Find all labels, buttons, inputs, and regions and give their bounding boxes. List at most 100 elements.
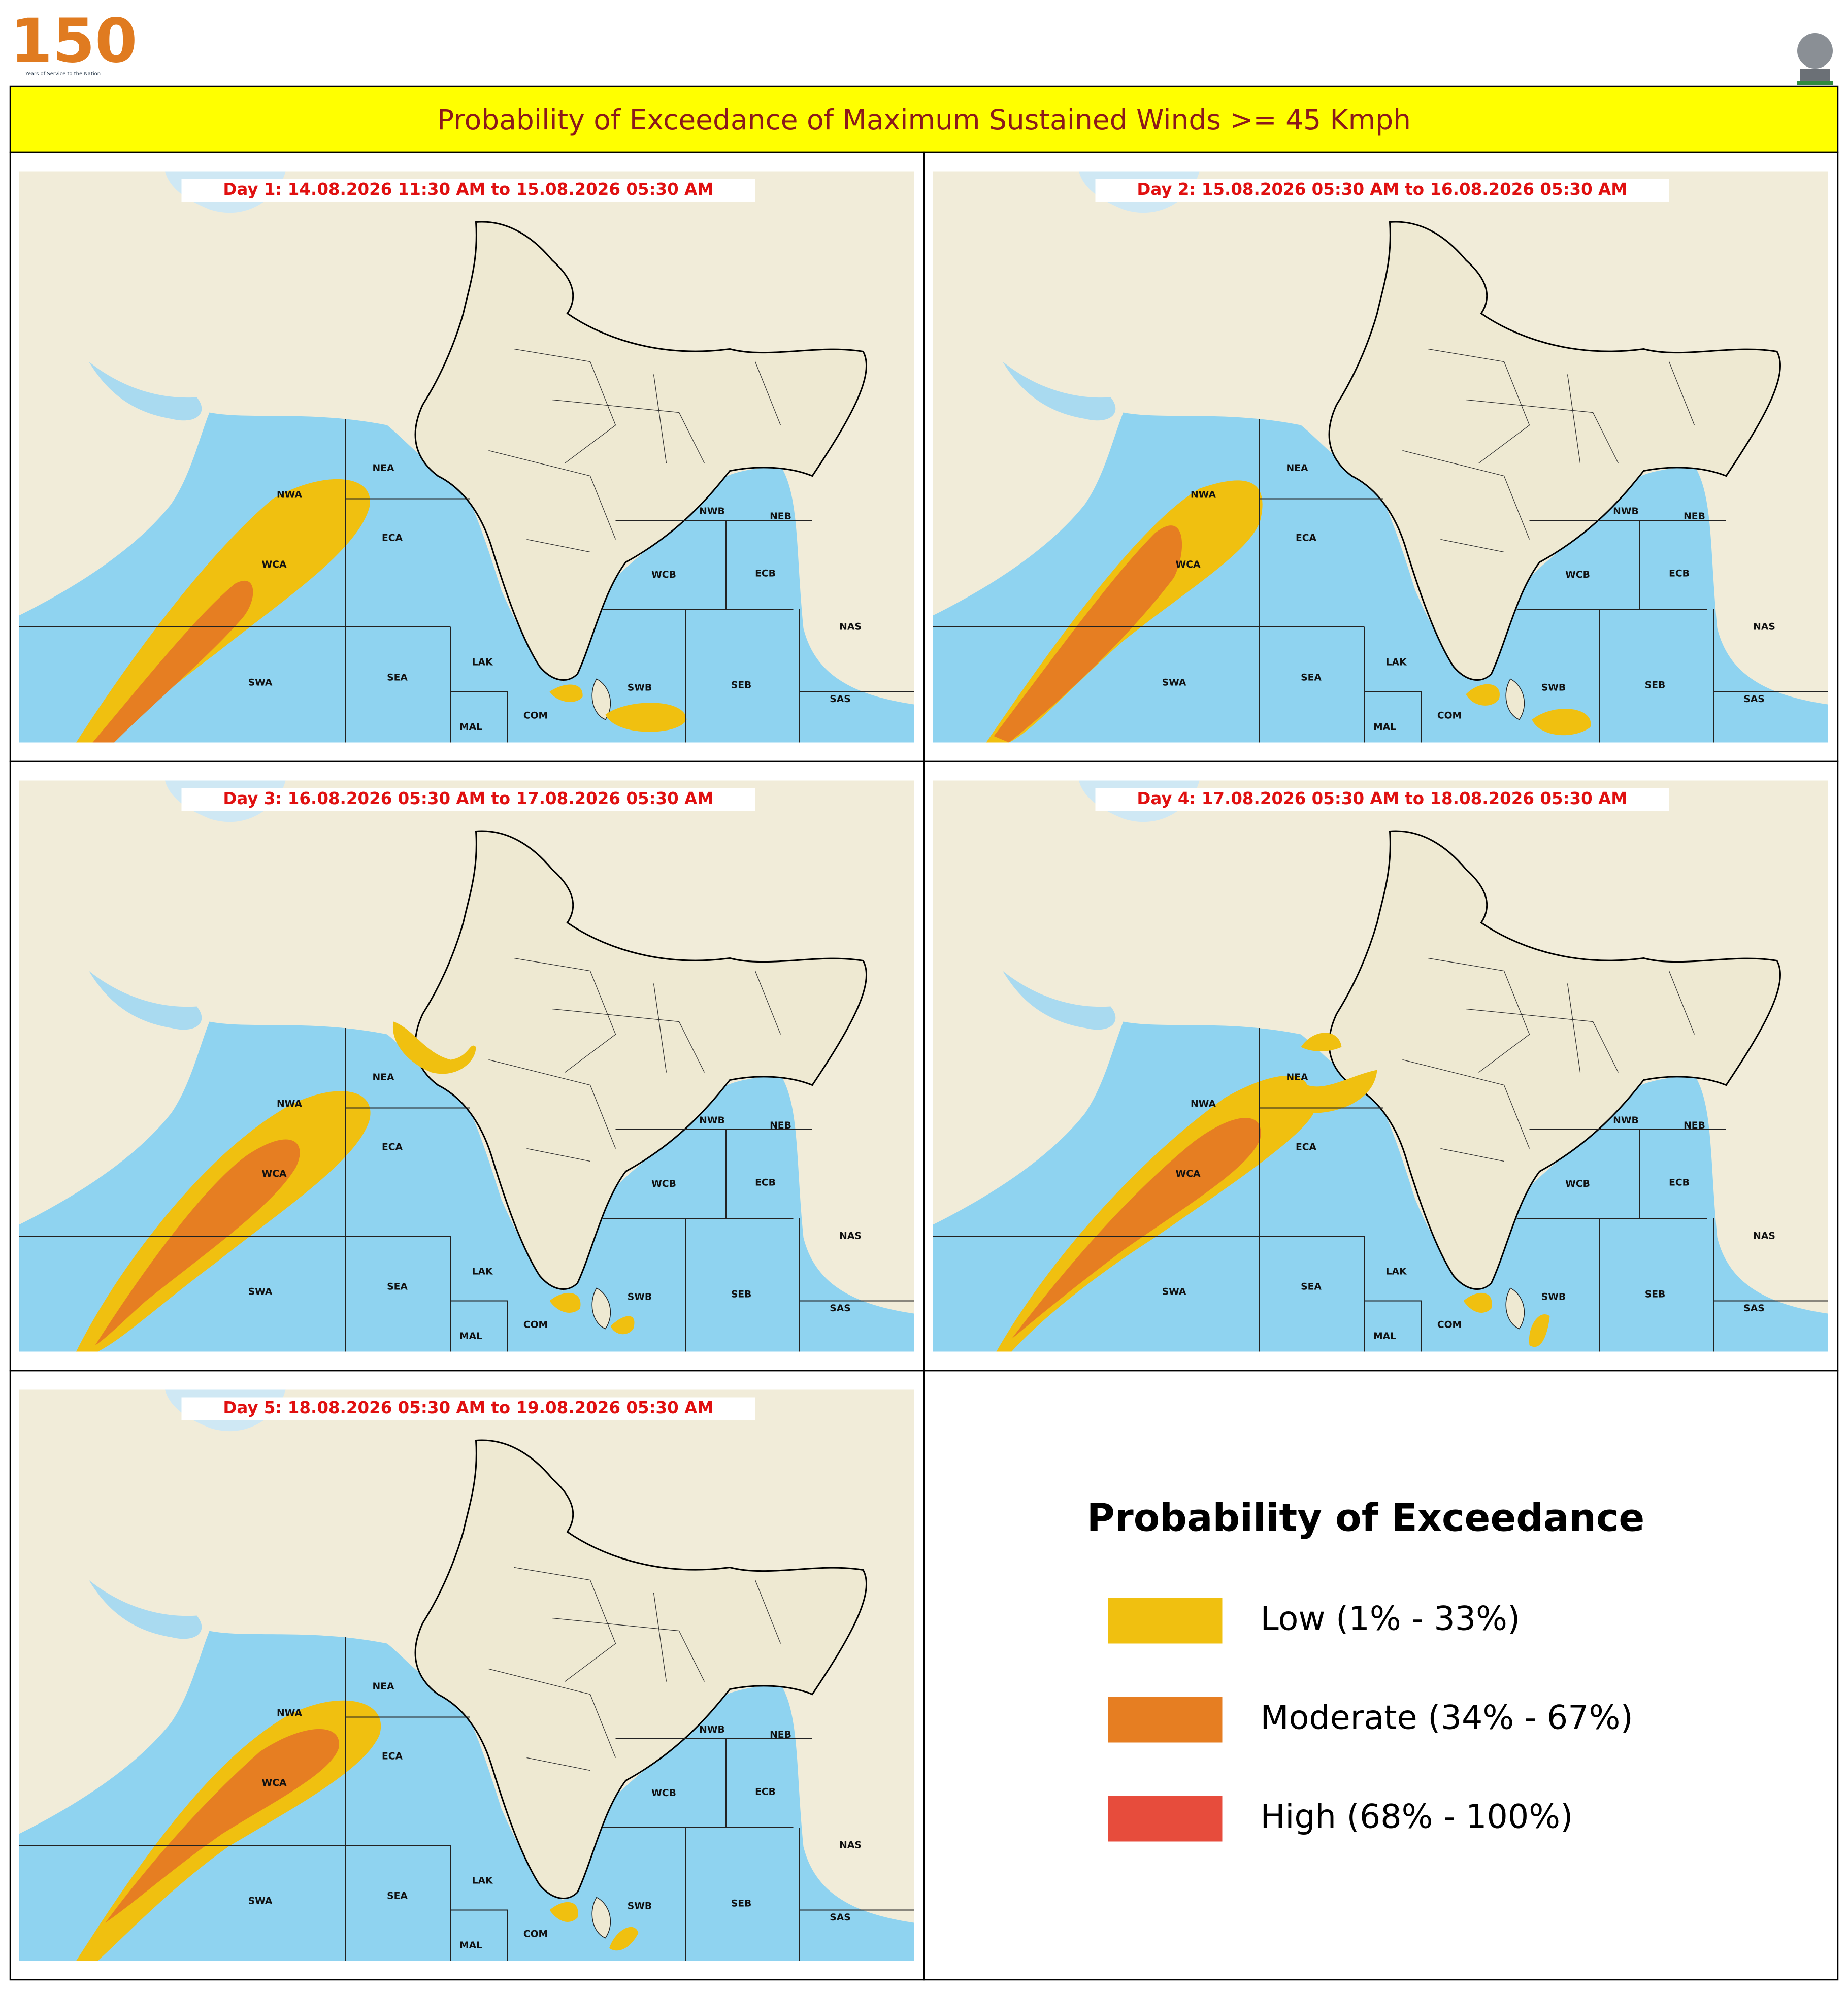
region-label: NEA bbox=[1286, 1072, 1308, 1083]
sri-lanka bbox=[1505, 678, 1525, 720]
map-layers: NWA NEA ECA WCA SWA SEA LAK MAL COM SWB SEB NWB NEB E… bbox=[19, 1389, 914, 1961]
region-label: WCB bbox=[651, 1788, 676, 1799]
map: NWA NEA ECA WCA SWA SEA LAK MAL COM SWB SEB NWB NEB E… bbox=[19, 1389, 914, 1961]
region-label: MAL bbox=[1373, 722, 1396, 733]
region-label: WCA bbox=[1176, 559, 1201, 570]
region-label: LAK bbox=[472, 1876, 493, 1886]
state-lines bbox=[1402, 957, 1695, 1162]
region-label: NEB bbox=[770, 1120, 791, 1131]
region-label: SEA bbox=[1301, 673, 1322, 683]
legend: Probability of Exceedance Low (1% - 33%) M… bbox=[1087, 1496, 1645, 1842]
region-label: ECB bbox=[755, 1787, 776, 1798]
region-label: WCA bbox=[262, 559, 287, 570]
panel-label: Day 5: 18.08.2026 05:30 AM to 19.08.2026… bbox=[223, 1398, 713, 1417]
sea bbox=[19, 1021, 914, 1352]
region-label: NEA bbox=[372, 1072, 394, 1083]
region-label: NWB bbox=[699, 1115, 725, 1126]
region-label: ECA bbox=[382, 1751, 403, 1762]
region-label: MAL bbox=[459, 1331, 482, 1342]
region-label: SWA bbox=[248, 1896, 273, 1907]
region-label: NWB bbox=[1613, 1115, 1639, 1126]
map-layers: NWA NEA ECA WCA SWA SEA LAK MAL COM SWB SEB NWB NEB E… bbox=[933, 780, 1828, 1352]
persian-gulf bbox=[1003, 361, 1116, 421]
region-label: NWA bbox=[277, 1099, 303, 1110]
logo-tagline: Years of Service to the Nation bbox=[25, 71, 101, 77]
region-label: NWA bbox=[277, 490, 303, 501]
region-label: MAL bbox=[459, 722, 482, 733]
sea bbox=[19, 412, 914, 743]
india bbox=[414, 1439, 868, 1899]
region-label: NEB bbox=[770, 1730, 791, 1740]
region-label: SEA bbox=[1301, 1282, 1322, 1292]
sea bbox=[933, 1021, 1828, 1352]
state-lines bbox=[1402, 348, 1695, 553]
region-label: SWB bbox=[1541, 683, 1566, 693]
region-label: NEA bbox=[372, 1681, 394, 1692]
region-label: ECA bbox=[382, 1142, 403, 1153]
probability-area bbox=[609, 1927, 639, 1951]
legend-label: Low (1% - 33%) bbox=[1261, 1600, 1521, 1638]
map: NWA NEA ECA WCA SWA SEA LAK MAL COM SWB SEB NWB NEB E… bbox=[19, 780, 914, 1352]
map: NWA NEA ECA WCA SWA SEA LAK MAL COM SWB SEB NWB NEB E… bbox=[19, 171, 914, 743]
region-label: WCA bbox=[1176, 1169, 1201, 1179]
region-label: COM bbox=[523, 1929, 548, 1940]
region-label: WCB bbox=[1565, 570, 1590, 580]
region-label: COM bbox=[1437, 1320, 1462, 1331]
legend-swatch bbox=[1108, 1796, 1223, 1842]
region-label: ECB bbox=[1669, 1178, 1690, 1188]
legend-swatch bbox=[1108, 1598, 1223, 1644]
region-boundaries bbox=[19, 419, 914, 743]
region-label: SAS bbox=[1743, 1303, 1765, 1314]
panel-grid: NWA NEA ECA WCA SWA SEA LAK MAL COM SWB SEB NWB NEB E… bbox=[9, 151, 1839, 1981]
region-label: WCA bbox=[262, 1169, 287, 1179]
map-layers: NWA NEA ECA WCA SWA SEA LAK MAL COM SWB SEB NWB NEB E… bbox=[19, 171, 914, 743]
region-label: ECA bbox=[1296, 1142, 1317, 1153]
legend-swatch bbox=[1108, 1697, 1223, 1743]
region-label: SEB bbox=[731, 1899, 752, 1909]
logo-number: 150 bbox=[10, 7, 138, 77]
date-box bbox=[181, 1397, 755, 1420]
region-label: NEB bbox=[1684, 1120, 1705, 1131]
region-boundaries bbox=[19, 1637, 914, 1961]
legend-label: Moderate (34% - 67%) bbox=[1261, 1699, 1633, 1737]
title: Probability of Exceedance of Maximum Sus… bbox=[437, 104, 1411, 136]
sri-lanka bbox=[591, 1897, 611, 1939]
region-label: WCB bbox=[651, 570, 676, 580]
probability-area bbox=[996, 1070, 1377, 1352]
region-label: SEA bbox=[387, 1891, 408, 1902]
region-label: SWA bbox=[248, 1287, 273, 1298]
region-label: SEB bbox=[1645, 680, 1666, 691]
region-label: SAS bbox=[1743, 694, 1765, 705]
map: NWA NEA ECA WCA SWA SEA LAK MAL COM SWB SEB NWB NEB E… bbox=[933, 171, 1828, 743]
india bbox=[414, 221, 868, 681]
region-label: WCA bbox=[262, 1778, 287, 1788]
probability-area bbox=[549, 684, 583, 702]
probability-area bbox=[1463, 1292, 1492, 1313]
probability-area bbox=[392, 1021, 476, 1074]
region-label: NWA bbox=[277, 1708, 303, 1719]
region-label: SEB bbox=[1645, 1289, 1666, 1300]
state-lines bbox=[488, 957, 781, 1162]
region-label: NEA bbox=[372, 463, 394, 474]
region-label: NWA bbox=[1191, 490, 1216, 501]
region-label: SWB bbox=[628, 683, 652, 693]
region-label: WCB bbox=[1565, 1179, 1590, 1189]
legend-title: Probability of Exceedance bbox=[1087, 1496, 1645, 1540]
legend-label: High (68% - 100%) bbox=[1261, 1798, 1573, 1836]
sri-lanka bbox=[591, 678, 611, 720]
region-label: SEB bbox=[731, 1289, 752, 1300]
persian-gulf bbox=[89, 971, 202, 1030]
probability-area bbox=[1529, 1314, 1550, 1347]
region-label: SAS bbox=[830, 694, 851, 705]
region-label: ECB bbox=[755, 1178, 776, 1188]
region-label: SWB bbox=[1541, 1292, 1566, 1303]
region-label: LAK bbox=[1386, 1267, 1407, 1277]
sea bbox=[933, 412, 1828, 743]
region-label: SEB bbox=[731, 680, 752, 691]
probability-area bbox=[1466, 684, 1500, 706]
probability-area bbox=[95, 1139, 300, 1345]
probability-area bbox=[92, 580, 253, 743]
region-label: NEA bbox=[1286, 463, 1308, 474]
region-label: SWB bbox=[628, 1901, 652, 1912]
